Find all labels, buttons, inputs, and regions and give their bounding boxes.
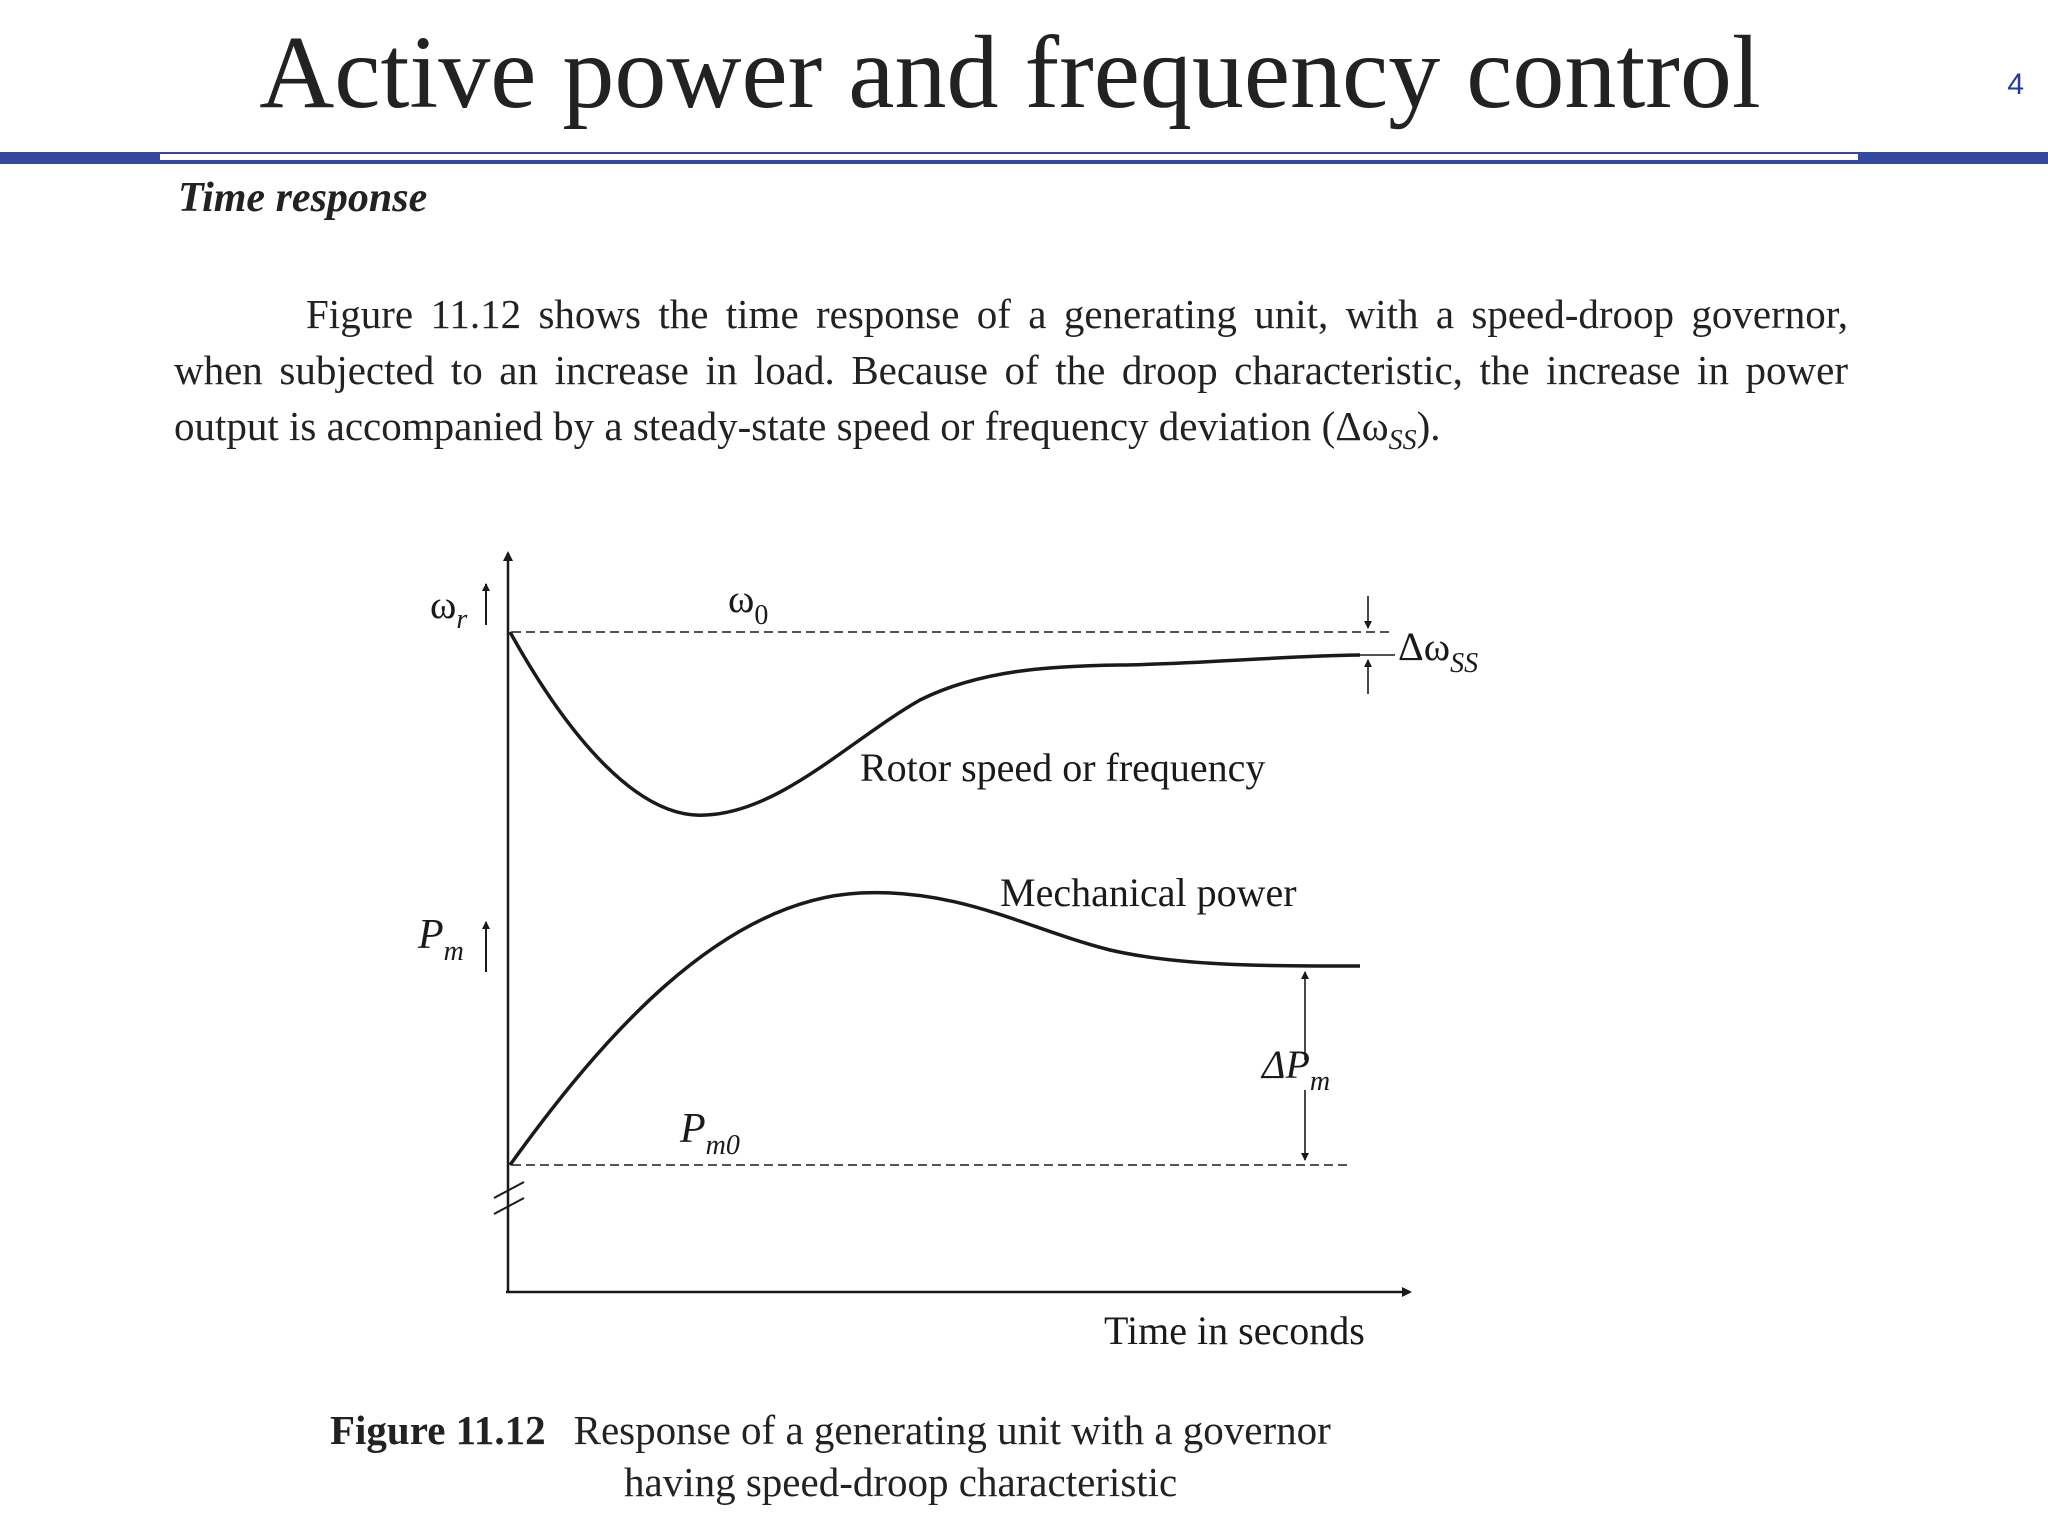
paragraph-text: Figure 11.12 shows the time response of …	[174, 291, 1848, 449]
section-heading: Time response	[178, 175, 428, 221]
time-axis-label: Time in seconds	[1104, 1308, 1365, 1353]
delta-omega-ss-label: ΔωSS	[1398, 624, 1478, 679]
axis-break-mark	[493, 1197, 525, 1215]
caption-number: Figure 11.12	[330, 1407, 546, 1453]
body-paragraph: Figure 11.12 shows the time response of …	[174, 286, 1848, 469]
paragraph-text-end: ).	[1416, 403, 1441, 449]
mechanical-power-curve	[508, 890, 1361, 1167]
omega-0-label: ω0	[728, 576, 768, 631]
slide-number: 4	[2007, 68, 2024, 101]
omega-r-label: ωr	[430, 582, 467, 635]
pm-label: Pm	[417, 912, 464, 967]
axis-break-mark	[493, 1181, 525, 1199]
delta-pm-label: ΔPm	[1260, 1042, 1330, 1097]
pm0-label: Pm0	[679, 1106, 740, 1161]
paragraph-subscript: SS	[1388, 425, 1417, 457]
caption-line-1: Response of a generating unit with a gov…	[573, 1407, 1331, 1453]
caption-line-2: having speed-droop characteristic	[624, 1459, 1178, 1505]
mechanical-power-label: Mechanical power	[1000, 870, 1297, 915]
rotor-speed-label: Rotor speed or frequency	[860, 745, 1265, 790]
rotor-speed-curve	[508, 631, 1361, 817]
slide-title: Active power and frequency control	[259, 15, 1761, 130]
title-divider-inset	[160, 154, 1858, 160]
figure-caption: Figure 11.12 Response of a generating uni…	[330, 1404, 1530, 1508]
